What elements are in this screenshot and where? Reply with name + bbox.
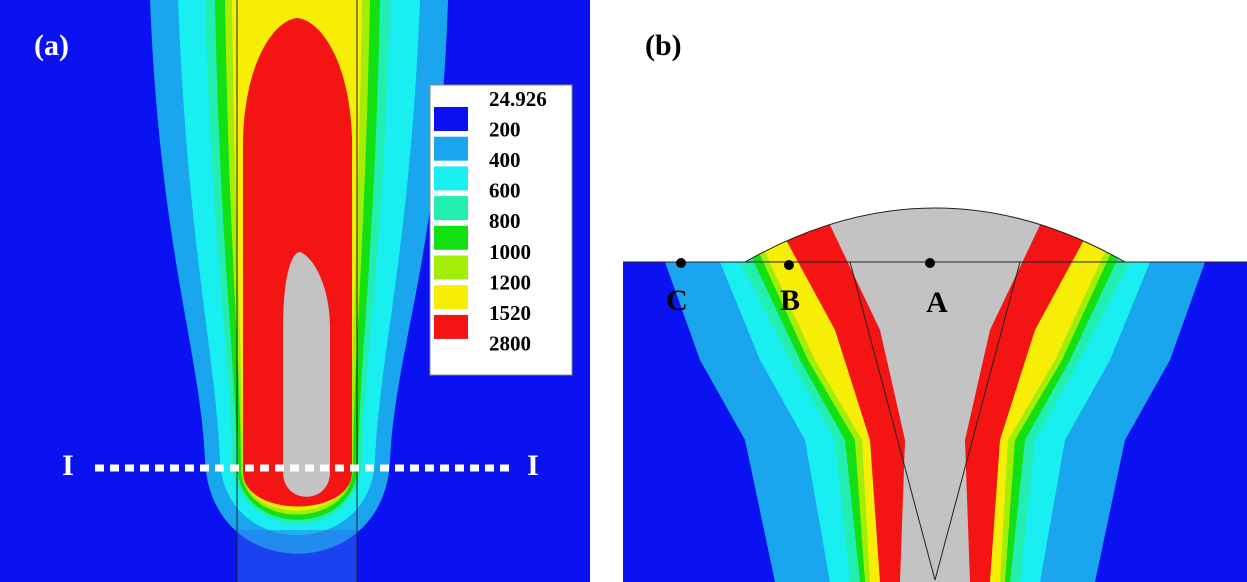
point	[676, 258, 686, 268]
legend-label: 1000	[489, 240, 531, 264]
legend-swatch	[434, 196, 468, 221]
legend-swatch	[434, 255, 468, 280]
point-label: C	[666, 284, 688, 317]
weld-outline	[623, 207, 1247, 581]
panel-label: (b)	[645, 29, 682, 62]
legend-swatch	[434, 166, 468, 191]
legend-swatch	[434, 136, 468, 161]
legend-swatch	[434, 285, 468, 310]
point-label: B	[780, 284, 800, 317]
legend-swatch	[434, 107, 468, 131]
legend: 24.926 200 400 600 800 1000 1200 1520 2800	[429, 84, 573, 376]
legend-label: 200	[489, 117, 521, 141]
point-label: A	[926, 286, 948, 319]
groove-edge	[934, 261, 1021, 581]
legend-swatch	[434, 314, 468, 339]
legend-label: 600	[489, 179, 521, 203]
panel-label: (a)	[34, 29, 69, 62]
section-label: I	[62, 449, 74, 482]
molten-pool	[810, 208, 1060, 582]
point	[784, 260, 794, 270]
groove-edge	[849, 261, 936, 581]
legend-label: 1520	[489, 301, 531, 325]
plate-shade	[237, 530, 357, 582]
legend-label: 24.926	[489, 87, 547, 111]
panel-b	[623, 208, 1247, 582]
reinforcement	[744, 207, 1126, 263]
section-label: I	[527, 449, 539, 482]
legend-swatch	[434, 225, 468, 250]
molten-pool	[283, 252, 330, 497]
legend-label: 800	[489, 209, 521, 233]
panel-a: I I (a) 24.926 200 400 600 800 1000 1200 1520 28…	[0, 0, 590, 582]
legend-label: 400	[489, 148, 521, 172]
point	[925, 258, 935, 268]
legend-label: 2800	[489, 332, 531, 356]
legend-label: 1200	[489, 270, 531, 294]
